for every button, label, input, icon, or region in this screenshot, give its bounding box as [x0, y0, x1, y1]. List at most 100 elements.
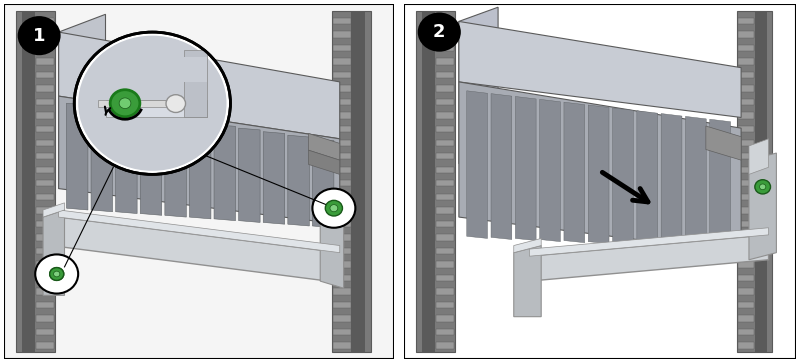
FancyBboxPatch shape	[738, 234, 754, 241]
FancyBboxPatch shape	[436, 99, 454, 105]
FancyBboxPatch shape	[36, 167, 54, 173]
FancyBboxPatch shape	[333, 85, 350, 92]
Polygon shape	[116, 110, 137, 213]
FancyBboxPatch shape	[333, 180, 350, 187]
Circle shape	[35, 254, 78, 294]
Circle shape	[755, 180, 770, 194]
FancyBboxPatch shape	[436, 342, 454, 349]
FancyBboxPatch shape	[333, 275, 350, 281]
FancyBboxPatch shape	[36, 221, 54, 227]
FancyBboxPatch shape	[738, 18, 754, 24]
FancyBboxPatch shape	[333, 234, 350, 241]
FancyBboxPatch shape	[436, 85, 454, 92]
Text: 1: 1	[33, 26, 46, 45]
Polygon shape	[43, 203, 65, 217]
FancyBboxPatch shape	[436, 275, 454, 281]
FancyBboxPatch shape	[738, 11, 773, 352]
Polygon shape	[466, 91, 487, 238]
FancyBboxPatch shape	[738, 248, 754, 254]
FancyBboxPatch shape	[738, 153, 754, 159]
FancyBboxPatch shape	[738, 85, 754, 92]
Polygon shape	[43, 210, 65, 295]
FancyBboxPatch shape	[36, 180, 54, 187]
FancyBboxPatch shape	[738, 126, 754, 132]
Polygon shape	[313, 139, 334, 228]
FancyBboxPatch shape	[333, 207, 350, 213]
FancyBboxPatch shape	[333, 315, 350, 322]
FancyBboxPatch shape	[36, 248, 54, 254]
FancyBboxPatch shape	[36, 45, 54, 51]
Circle shape	[110, 90, 140, 117]
FancyBboxPatch shape	[36, 139, 54, 146]
Polygon shape	[749, 153, 776, 260]
Polygon shape	[530, 235, 769, 281]
FancyBboxPatch shape	[436, 207, 454, 213]
FancyBboxPatch shape	[36, 18, 54, 24]
FancyBboxPatch shape	[436, 72, 454, 78]
FancyBboxPatch shape	[738, 31, 754, 38]
Polygon shape	[514, 238, 542, 253]
Polygon shape	[140, 114, 162, 215]
FancyBboxPatch shape	[333, 248, 350, 254]
FancyBboxPatch shape	[333, 58, 350, 65]
FancyBboxPatch shape	[738, 275, 754, 281]
Polygon shape	[263, 132, 285, 224]
Circle shape	[418, 12, 461, 52]
Polygon shape	[459, 7, 498, 164]
FancyBboxPatch shape	[22, 11, 35, 352]
FancyBboxPatch shape	[436, 139, 454, 146]
FancyBboxPatch shape	[333, 113, 350, 119]
Polygon shape	[58, 210, 340, 253]
Polygon shape	[540, 99, 561, 242]
Circle shape	[18, 16, 61, 55]
FancyBboxPatch shape	[333, 18, 350, 24]
FancyBboxPatch shape	[436, 261, 454, 268]
FancyBboxPatch shape	[333, 193, 350, 200]
Polygon shape	[183, 50, 207, 118]
Polygon shape	[190, 121, 211, 219]
FancyBboxPatch shape	[36, 315, 54, 322]
FancyBboxPatch shape	[436, 234, 454, 241]
Polygon shape	[106, 100, 207, 118]
FancyBboxPatch shape	[332, 11, 371, 352]
FancyBboxPatch shape	[333, 99, 350, 105]
Text: 2: 2	[433, 23, 446, 41]
Polygon shape	[459, 21, 741, 118]
Polygon shape	[706, 126, 741, 160]
Circle shape	[313, 189, 355, 228]
FancyBboxPatch shape	[436, 193, 454, 200]
FancyBboxPatch shape	[738, 342, 754, 349]
FancyBboxPatch shape	[738, 180, 754, 187]
Polygon shape	[309, 150, 340, 174]
Polygon shape	[66, 103, 88, 210]
FancyBboxPatch shape	[36, 234, 54, 241]
FancyBboxPatch shape	[738, 329, 754, 335]
FancyBboxPatch shape	[738, 72, 754, 78]
Polygon shape	[58, 32, 340, 139]
Circle shape	[326, 201, 342, 215]
Polygon shape	[91, 107, 113, 212]
FancyBboxPatch shape	[436, 153, 454, 159]
FancyBboxPatch shape	[738, 221, 754, 227]
Polygon shape	[176, 57, 207, 82]
FancyBboxPatch shape	[416, 11, 455, 352]
Polygon shape	[686, 117, 706, 248]
FancyBboxPatch shape	[738, 113, 754, 119]
FancyBboxPatch shape	[36, 99, 54, 105]
FancyBboxPatch shape	[436, 58, 454, 65]
FancyBboxPatch shape	[738, 193, 754, 200]
FancyBboxPatch shape	[36, 113, 54, 119]
FancyBboxPatch shape	[333, 167, 350, 173]
Polygon shape	[588, 105, 609, 244]
FancyBboxPatch shape	[36, 288, 54, 295]
Polygon shape	[710, 119, 730, 249]
FancyBboxPatch shape	[738, 58, 754, 65]
FancyBboxPatch shape	[36, 302, 54, 308]
FancyBboxPatch shape	[436, 221, 454, 227]
FancyBboxPatch shape	[16, 11, 54, 352]
Polygon shape	[320, 217, 344, 288]
Polygon shape	[491, 94, 512, 240]
FancyBboxPatch shape	[333, 221, 350, 227]
FancyBboxPatch shape	[436, 248, 454, 254]
Circle shape	[330, 205, 338, 212]
